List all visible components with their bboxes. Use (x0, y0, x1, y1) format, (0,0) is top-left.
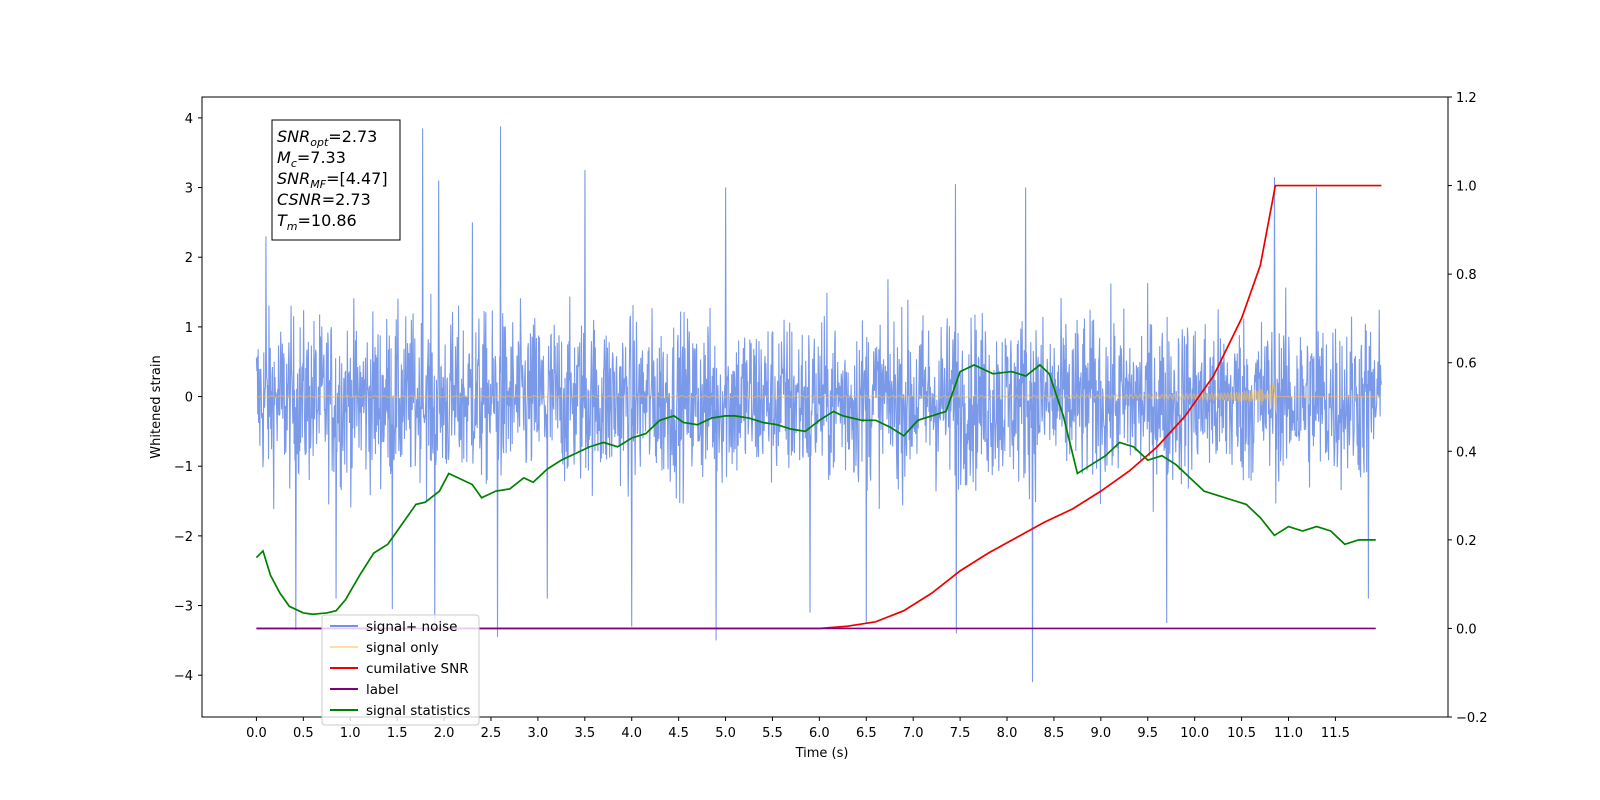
annotation-line: Mc=7.33 (277, 148, 346, 170)
legend[interactable]: signal+ noise signal only cumilative SNR la… (321, 614, 480, 726)
x-tick-label: 5.0 (715, 726, 736, 741)
annotation-subscript: opt (310, 136, 329, 149)
annotation-value: =10.86 (298, 211, 357, 230)
axes-frame (201, 96, 1449, 718)
x-tick-label: 4.5 (668, 726, 689, 741)
y2-tick-label: 0.2 (1456, 534, 1477, 549)
x-tick-label: 6.5 (856, 726, 877, 741)
x-tick-label: 7.5 (950, 726, 971, 741)
annotation-symbol: T (277, 211, 288, 230)
x-tick-label: 3.0 (528, 726, 549, 741)
x-axis-label: Time (s) (795, 746, 849, 761)
series-signal-statistics-line (255, 363, 1376, 616)
x-tick-label: 10.0 (1180, 726, 1209, 741)
x-tick-label: 5.5 (762, 726, 783, 741)
stats-annotation-box: SNRopt=2.73Mc=7.33SNRMF=[4.47]CSNR=2.73T… (271, 119, 401, 241)
legend-label-signal-only: signal only (366, 640, 439, 656)
y-tick-label: −4 (174, 669, 193, 684)
annotation-line: SNRMF=[4.47] (277, 169, 388, 191)
x-tick-label: 1.0 (340, 726, 361, 741)
legend-label-cumilative-snr: cumilative SNR (366, 661, 469, 677)
annotation-symbol: SNR (277, 169, 310, 188)
annotation-value: =[4.47] (326, 169, 388, 188)
annotation-subscript: c (291, 157, 297, 170)
x-tick-label: 2.5 (481, 726, 502, 741)
y2-tick-label: 0.4 (1456, 445, 1477, 460)
annotation-value: =7.33 (297, 148, 346, 167)
x-tick-label: 9.5 (1137, 726, 1158, 741)
annotation-frame (271, 119, 401, 241)
y2-tick-label: 1.0 (1456, 180, 1477, 195)
y-tick-label: 4 (185, 112, 193, 127)
y-tick-label: −1 (174, 460, 193, 475)
y-tick-label: 1 (185, 321, 193, 336)
annotation-value: =2.73 (322, 190, 371, 209)
legend-label-signal-noise: signal+ noise (366, 619, 457, 635)
x-tick-label: 0.0 (246, 726, 267, 741)
x-tick-label: 0.5 (293, 726, 314, 741)
y-tick-label: 0 (185, 391, 193, 406)
y2-tick-label: 0.8 (1456, 268, 1477, 283)
y-tick-label: −2 (174, 530, 193, 545)
x-tick-label: 7.0 (903, 726, 924, 741)
series-cumilative-snr-line (256, 184, 1382, 630)
y2-tick-label: 0.0 (1456, 622, 1477, 637)
legend-label-label: label (366, 682, 399, 698)
x-tick-label: 9.0 (1091, 726, 1112, 741)
annotation-symbol: SNR (277, 127, 310, 146)
y2-tick-label: 0.6 (1456, 357, 1477, 372)
y-tick-label: 3 (185, 182, 193, 197)
annotation-line: SNRopt=2.73 (277, 127, 377, 149)
x-tick-label: 2.0 (434, 726, 455, 741)
annotation-subscript: m (287, 220, 298, 233)
x-tick-label: 8.5 (1044, 726, 1065, 741)
x-tick-label: 1.5 (387, 726, 408, 741)
y2-tick-label: −0.2 (1456, 711, 1488, 726)
x-tick-label: 11.5 (1321, 726, 1350, 741)
annotation-line: Tm=10.86 (277, 211, 357, 233)
x-tick-label: 3.5 (574, 726, 595, 741)
x-tick-label: 11.0 (1274, 726, 1303, 741)
annotation-symbol: CSNR (277, 190, 322, 209)
ticks: 0.0 0.5 1.0 1.5 2.0 2.5 3.0 3.5 4.0 4.5 5.0 5.5 6.0 6… (174, 91, 1488, 741)
annotation-subscript: MF (310, 178, 326, 191)
y2-tick-label: 1.2 (1456, 91, 1477, 106)
annotation-line: CSNR=2.73 (277, 190, 371, 209)
legend-frame (321, 614, 480, 726)
series-signal-only-line (256, 382, 1382, 411)
y-tick-label: −3 (174, 600, 193, 615)
x-tick-label: 10.5 (1227, 726, 1256, 741)
legend-label-signal-statistics: signal statistics (366, 703, 470, 719)
x-tick-label: 6.0 (809, 726, 830, 741)
x-tick-label: 8.0 (997, 726, 1018, 741)
y-axis-label: Whitened strain (149, 355, 164, 458)
annotation-value: =2.73 (328, 127, 377, 146)
series-signal-noise-line (255, 126, 1382, 683)
y-tick-label: 2 (185, 251, 193, 266)
x-tick-label: 4.0 (621, 726, 642, 741)
annotation-symbol: M (277, 148, 291, 167)
